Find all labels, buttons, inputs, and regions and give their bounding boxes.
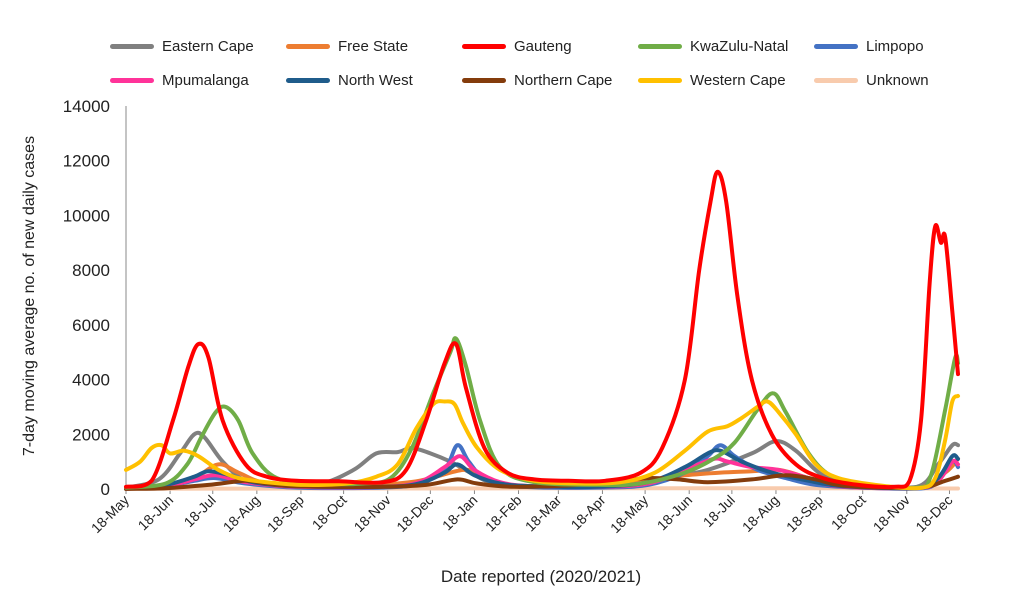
legend-item: Limpopo (814, 36, 924, 56)
y-tick-label: 14000 (63, 97, 110, 116)
legend-item: North West (286, 70, 413, 90)
x-tick-label: 18-Mar (522, 492, 565, 535)
y-tick-label: 12000 (63, 152, 110, 171)
legend-label: Western Cape (690, 71, 786, 89)
legend-swatch (814, 77, 858, 83)
y-tick-label: 8000 (72, 261, 110, 280)
legend-swatch (286, 43, 330, 49)
legend-swatch (814, 43, 858, 49)
y-tick-label: 6000 (72, 316, 110, 335)
legend-label: North West (338, 71, 413, 89)
legend-item: KwaZulu-Natal (638, 36, 788, 56)
legend-label: KwaZulu-Natal (690, 37, 789, 55)
legend-swatch (638, 43, 682, 49)
legend-item: Gauteng (462, 36, 572, 56)
y-tick-label: 10000 (63, 206, 110, 225)
legend-item: Northern Cape (462, 70, 612, 90)
legend-swatch (286, 77, 330, 83)
legend-label: Limpopo (866, 37, 924, 55)
x-tick-label: 18-Sep (783, 492, 826, 535)
y-tick-label: 0 (101, 480, 110, 499)
x-tick-label: 18-Oct (828, 492, 869, 533)
legend-label: Northern Cape (514, 71, 613, 89)
x-tick-label: 18-Sep (264, 492, 307, 535)
legend-label: Eastern Cape (162, 37, 254, 55)
legend-swatch (110, 43, 154, 49)
x-tick-label: 18-Aug (739, 492, 782, 535)
legend-item: Eastern Cape (110, 36, 254, 56)
x-tick-label: 18-Jul (181, 492, 219, 530)
x-tick-label: 18-May (607, 492, 651, 536)
legend-item: Unknown (814, 70, 929, 90)
legend-swatch (110, 77, 154, 83)
legend-item: Mpumalanga (110, 70, 249, 90)
x-axis-label: Date reported (2020/2021) (441, 567, 641, 586)
x-tick-label: 18-Dec (393, 492, 436, 535)
series-lines (124, 169, 960, 491)
x-tick-label: 18-Apr (568, 492, 609, 533)
legend-item: Free State (286, 36, 408, 56)
y-tick-label: 4000 (72, 371, 110, 390)
legend-label: Free State (338, 37, 409, 55)
x-tick-label: 18-Jun (135, 492, 177, 534)
x-tick-label: 18-Feb (482, 492, 525, 535)
x-tick-label: 18-Dec (912, 492, 955, 535)
legend-label: Gauteng (514, 37, 572, 55)
y-tick-label: 2000 (72, 425, 110, 444)
y-axis: 0 2000 4000 6000 8000 10000 12000 14000 (63, 97, 127, 499)
x-tick-label: 18-Nov (870, 492, 913, 535)
legend-item: Western Cape (638, 70, 786, 90)
legend-swatch (462, 43, 506, 49)
y-axis-label: 7-day moving average no. of new daily ca… (21, 136, 38, 456)
legend-label: Unknown (866, 71, 929, 89)
series-line-western-cape (124, 394, 960, 491)
x-tick-label: 18-Oct (309, 492, 350, 533)
series-line-gauteng (124, 169, 960, 490)
series-line-kwazulu-natal (124, 336, 960, 490)
x-tick-label: 18-Nov (351, 492, 394, 535)
legend-swatch (638, 77, 682, 83)
x-tick-label: 18-Jun (654, 492, 696, 534)
x-tick-label: 18-Aug (220, 492, 263, 535)
x-axis: 18-May 18-Jun 18-Jul 18-Aug 18-Sep 18-Oct 18-N… (88, 488, 958, 536)
x-tick-label: 18-Jul (700, 492, 738, 530)
legend-swatch (462, 77, 506, 83)
legend-label: Mpumalanga (162, 71, 249, 89)
x-tick-label: 18-Jan (439, 492, 481, 534)
